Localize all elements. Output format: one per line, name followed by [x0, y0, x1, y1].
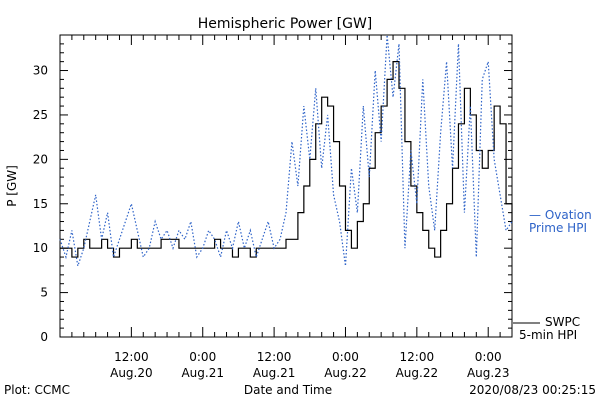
footer-left: Plot: CCMC: [4, 383, 70, 397]
x-tick-date-label: Aug.22: [324, 366, 367, 380]
x-tick-date-label: Aug.21: [253, 366, 296, 380]
y-axis: 0 5 10 15 20 25 30: [33, 34, 512, 344]
y-tick-label: 15: [33, 197, 48, 211]
x-tick-time-label: 0:00: [332, 350, 359, 364]
footer-center: Date and Time: [244, 383, 332, 397]
y-axis-label: P [GW]: [5, 165, 19, 207]
x-tick-time-label: 12:00: [257, 350, 292, 364]
x-tick-date-label: Aug.22: [396, 366, 439, 380]
series-swpc-hpi-line: [60, 61, 513, 258]
legend-swpc-line2: 5-min HPI: [519, 328, 577, 342]
y-tick-label: 25: [33, 108, 48, 122]
x-axis: 12:00 Aug.20 0:00 Aug.21 12:00 Aug.21 0:00 Aug.…: [59, 35, 513, 380]
x-tick-date-label: Aug.21: [181, 366, 224, 380]
x-tick-time-label: 0:00: [475, 350, 502, 364]
legend-ovation-line2: Prime HPI: [529, 221, 587, 235]
x-tick-time-label: 12:00: [114, 350, 149, 364]
x-tick-date-label: Aug.20: [110, 366, 153, 380]
x-tick-date-label: Aug.23: [467, 366, 510, 380]
series-ovation-hpi-line: [59, 34, 513, 267]
legend-ovation-line1: — Ovation: [529, 208, 592, 222]
x-tick-time-label: 0:00: [189, 350, 216, 364]
y-tick-label: 5: [40, 286, 48, 300]
chart-title: Hemispheric Power [GW]: [198, 16, 373, 32]
plot-frame: [59, 34, 513, 338]
y-tick-label: 20: [33, 152, 48, 166]
y-tick-label: 30: [33, 64, 48, 78]
legend-swpc-line1: SWPC: [545, 315, 580, 329]
y-tick-label: 0: [40, 330, 48, 344]
y-tick-label: 10: [33, 241, 48, 255]
footer-right: 2020/08/23 00:25:15: [469, 383, 596, 397]
series-layer: [59, 34, 513, 267]
x-tick-time-label: 12:00: [400, 350, 435, 364]
